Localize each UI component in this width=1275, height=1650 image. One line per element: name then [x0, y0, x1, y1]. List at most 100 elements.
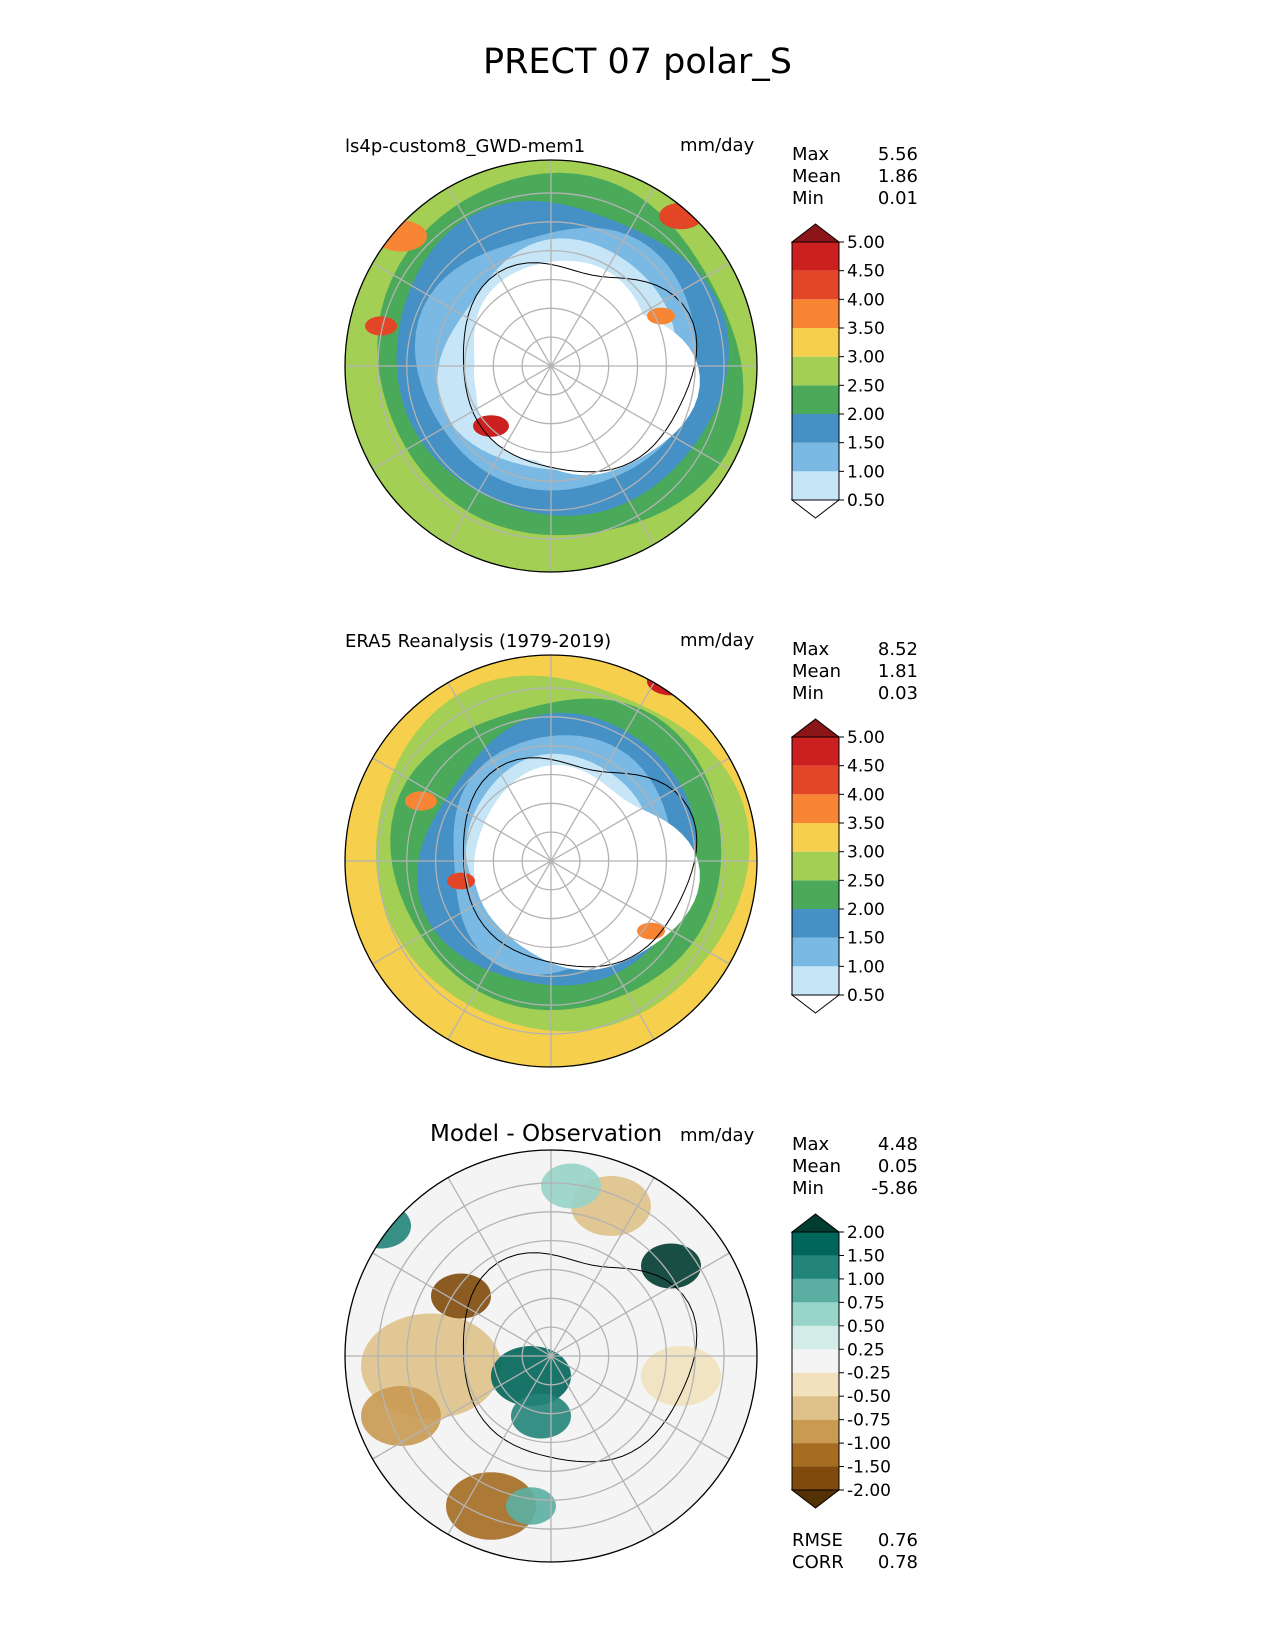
stat-max: Max 4.48 — [792, 1134, 918, 1155]
anomaly-patch — [641, 1346, 721, 1406]
latitude-circle — [521, 336, 581, 396]
heavy-precip-patch — [375, 220, 427, 252]
map-field — [345, 160, 757, 572]
colorbar-tick-label: 4.00 — [847, 785, 885, 805]
colorbar-tick-label: 1.50 — [847, 1246, 885, 1266]
field-contour — [414, 227, 697, 491]
heavy-precip-patch — [473, 415, 509, 437]
colorbar-swatch — [792, 794, 839, 823]
colorbar-frame — [791, 241, 840, 501]
colorbar-tick-label: 4.50 — [847, 757, 885, 777]
colorbar-extend-max — [790, 718, 841, 738]
latitude-circle — [377, 1182, 725, 1530]
heavy-precip-patch — [647, 307, 675, 325]
meridian-line — [447, 187, 655, 545]
colorbar-2: 0.50 1.00 1.50 2.00 2.50 3.00 3.50 4.00 4.50 5.00 — [790, 718, 885, 1014]
colorbar-tick-label: 4.00 — [847, 290, 885, 310]
field-contour — [375, 675, 750, 1032]
panel-2-units: mm/day — [680, 630, 755, 651]
stat-min: Min 0.01 — [792, 188, 918, 209]
anomaly-patch — [361, 1313, 501, 1419]
panel-3-units: mm/day — [680, 1125, 755, 1146]
latitude-circle — [406, 1211, 696, 1501]
colorbar-tick-label: 5.00 — [847, 728, 885, 748]
colorbar-extend-max — [790, 1213, 841, 1233]
panel-3-title: Model - Observation — [430, 1121, 663, 1147]
colorbar-tick-label: 0.50 — [847, 491, 885, 511]
colorbar-swatch — [792, 1302, 839, 1326]
colorbar-swatch — [792, 270, 839, 300]
stat-mean: Mean 1.86 — [792, 166, 918, 187]
colorbar-swatch — [792, 356, 839, 386]
colorbar-swatch — [792, 937, 839, 967]
meridian-line — [372, 262, 730, 470]
panel-1-title: ls4p-custom8_GWD-mem1 — [345, 136, 586, 157]
latitude-circle — [434, 249, 668, 483]
latitude-circle — [463, 1268, 639, 1444]
field-contour — [437, 238, 676, 470]
colorbar-swatch — [792, 1419, 839, 1444]
panel-1-stats: Max 5.56 Mean 1.86 Min 0.01 — [792, 144, 918, 210]
heavy-precip-patch — [637, 922, 665, 940]
field-base — [345, 160, 757, 572]
colorbar-tick-label: 3.50 — [847, 319, 885, 339]
colorbar-tick-label: 1.50 — [847, 929, 885, 949]
map-boundary — [344, 654, 758, 1068]
anomaly-patch — [431, 1273, 491, 1319]
field-contour — [390, 698, 722, 1011]
colorbar-swatch — [792, 880, 839, 909]
colorbar-extend-max — [790, 223, 841, 243]
latitude-circle — [492, 307, 610, 425]
stat-mean: Mean 0.05 — [792, 1156, 918, 1177]
panel-3-metrics: RMSE 0.76 CORR 0.78 — [792, 1530, 918, 1574]
field-contour — [377, 172, 744, 536]
latitude-circle — [521, 1326, 581, 1386]
anomaly-patch — [571, 1176, 651, 1236]
antarctica-coastline — [462, 262, 698, 473]
latitude-circle — [463, 278, 639, 454]
latitude-circle — [521, 831, 581, 891]
latitude-circle — [406, 221, 696, 511]
colorbar-tick-label: 0.50 — [847, 1317, 885, 1337]
colorbar-swatch — [792, 765, 839, 795]
colorbar-extend-min — [790, 499, 841, 519]
meridian-line — [372, 1252, 730, 1460]
antarctica-dry-region — [474, 765, 700, 970]
colorbar-tick-label: 2.00 — [847, 900, 885, 920]
colorbar-tick-label: 0.25 — [847, 1340, 885, 1360]
colorbar-swatch — [792, 966, 839, 995]
metric-rmse: RMSE 0.76 — [792, 1530, 918, 1551]
stat-min: Min 0.03 — [792, 683, 918, 704]
colorbar-tick-label: 3.50 — [847, 814, 885, 834]
field-contour — [396, 200, 729, 516]
anomaly-patch — [446, 1472, 536, 1540]
panel-2-stats: Max 8.52 Mean 1.81 Min 0.03 — [792, 639, 918, 705]
colorbar-frame — [791, 1231, 840, 1491]
colorbar-tick-label: 1.50 — [847, 434, 885, 454]
panel-1-units: mm/day — [680, 135, 755, 156]
meridian-line — [372, 1252, 730, 1460]
colorbar-swatch — [792, 1443, 839, 1467]
map-boundary — [344, 1149, 758, 1563]
graticule — [345, 655, 757, 1067]
meridian-line — [447, 187, 655, 545]
meridian-line — [372, 262, 730, 470]
anomaly-patch — [511, 1393, 571, 1439]
colorbar-tick-label: 2.50 — [847, 376, 885, 396]
graticule — [345, 160, 757, 572]
heavy-precip-patch — [647, 666, 695, 696]
field-contour — [465, 753, 650, 960]
latitude-circle — [377, 192, 725, 540]
colorbar-tick-label: 0.50 — [847, 986, 885, 1006]
colorbar-swatch — [792, 328, 839, 357]
colorbar-swatch — [792, 471, 839, 500]
anomaly-patch — [541, 1163, 601, 1209]
colorbar-swatch — [792, 385, 839, 414]
colorbar-tick-label: -2.00 — [847, 1481, 891, 1501]
colorbar-tick-label: -0.75 — [847, 1411, 891, 1431]
map-field — [345, 1150, 757, 1562]
panel-3-stats: Max 4.48 Mean 0.05 Min -5.86 — [792, 1134, 918, 1200]
latitude-circle — [434, 744, 668, 978]
antarctica-dry-region — [474, 270, 700, 475]
colorbar-tick-label: 3.00 — [847, 348, 885, 368]
